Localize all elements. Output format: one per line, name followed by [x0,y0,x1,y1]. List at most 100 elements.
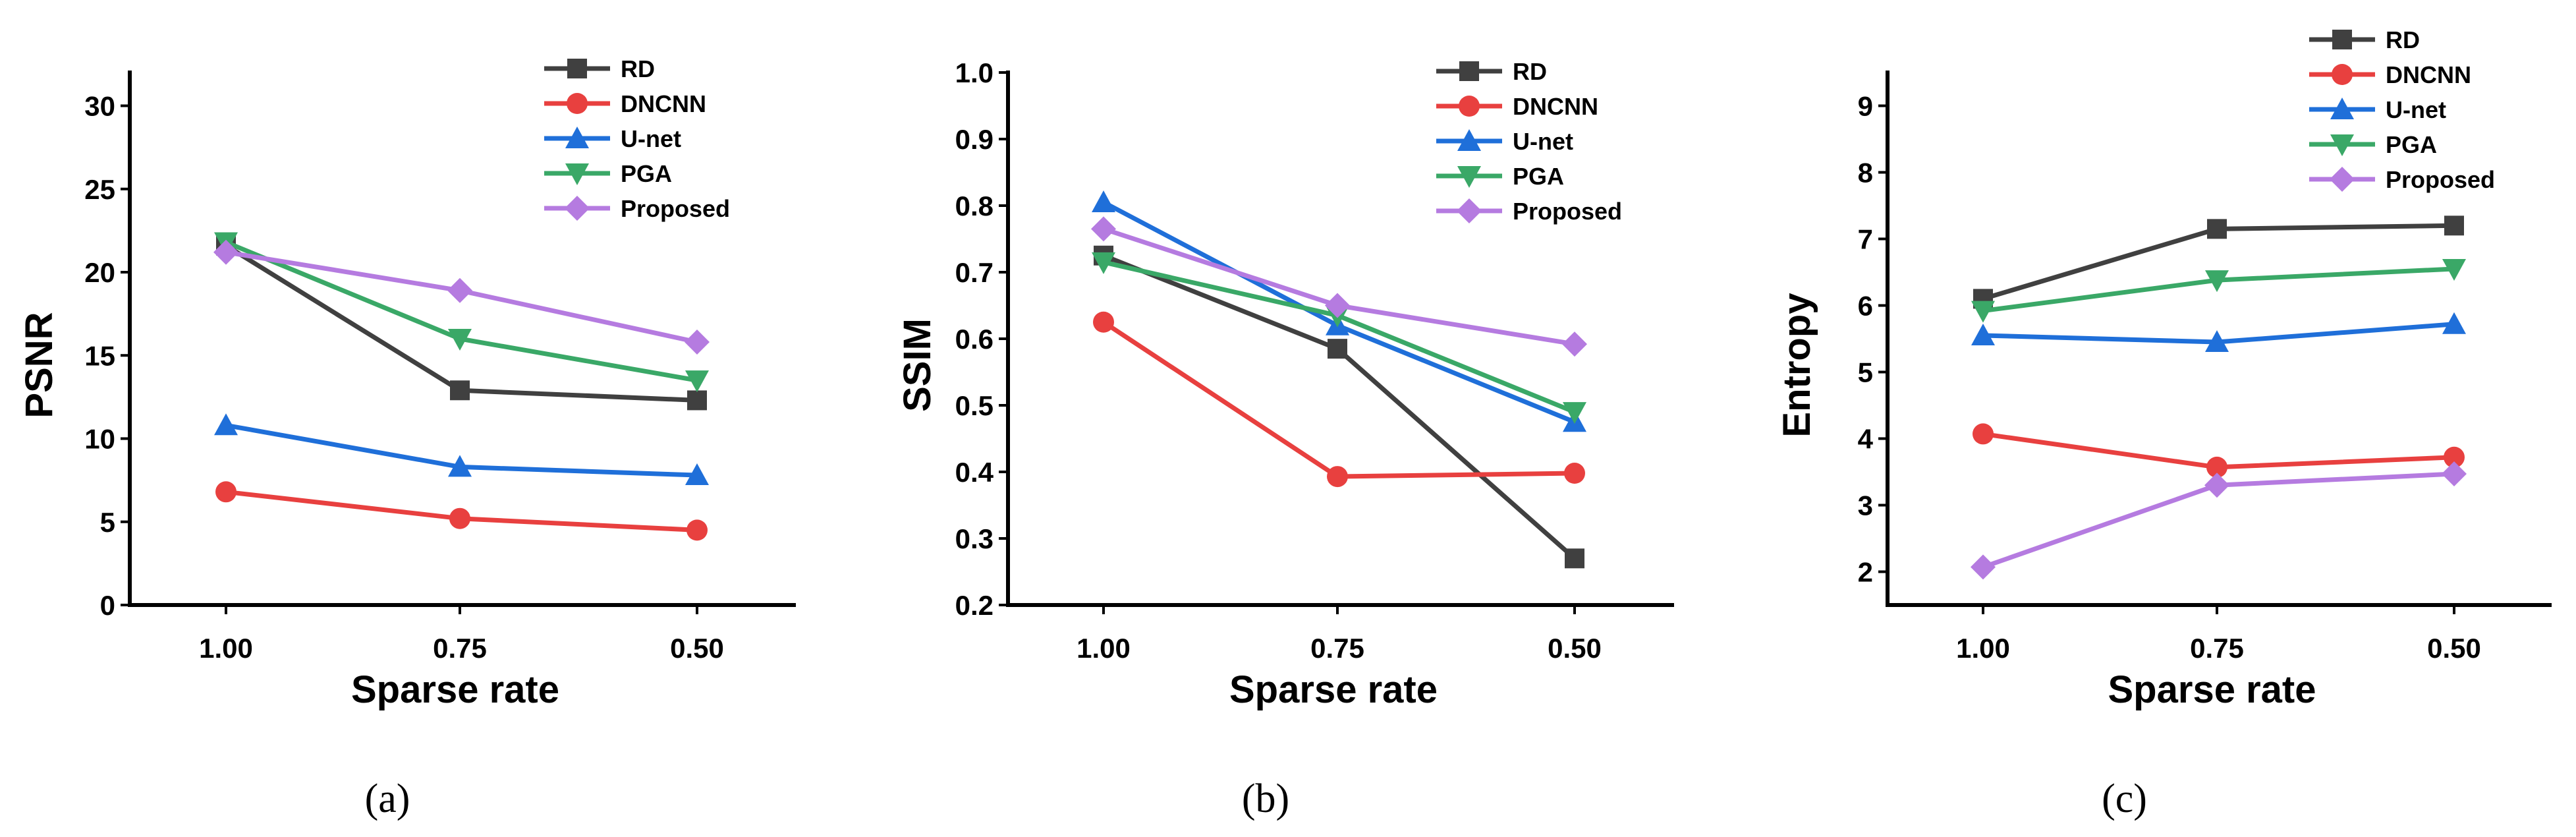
data-point-dncnn [1564,463,1585,484]
legend-label-proposed: Proposed [2386,166,2495,193]
y-tick-label: 0 [100,590,115,621]
y-axis-title: SSIM [896,318,939,412]
legend-label-rd: RD [2386,26,2420,53]
y-tick-label: 2 [1858,557,1873,588]
legend-label-pga: PGA [1513,163,1564,190]
legend-marker [2332,64,2353,85]
data-point-u-net [214,413,238,436]
data-point-u-net [1092,190,1115,212]
data-point-proposed [213,239,238,265]
panel-caption: (c) [2102,776,2147,821]
legend-marker [1457,129,1481,151]
legend-label-u-net: U-net [2386,96,2446,123]
legend-marker [1457,198,1482,223]
x-tick-label: 1.00 [199,633,253,664]
y-tick-label: 0.3 [955,523,994,554]
legend-label-dncnn: DNCNN [1513,93,1598,120]
data-point-rd [687,390,707,411]
x-tick-label: 0.75 [1310,633,1364,664]
y-tick-label: 10 [84,424,115,455]
legend-marker [2330,134,2354,156]
data-point-pga [1563,402,1586,424]
y-tick-label: 20 [84,257,115,288]
data-point-dncnn [449,507,470,529]
legend-label-proposed: Proposed [1513,198,1622,225]
y-axis-title: Entropy [1776,293,1818,437]
data-point-proposed [1971,554,1996,580]
data-point-proposed [685,330,710,355]
x-axis-title: Sparse rate [2108,668,2316,711]
legend-label-u-net: U-net [1513,128,1573,155]
y-tick-label: 25 [84,174,115,205]
x-tick-label: 0.75 [433,633,487,664]
legend-marker [1457,166,1481,188]
series-line-rd [225,243,698,403]
y-tick-label: 3 [1858,490,1873,521]
data-point-pga [1092,252,1115,274]
data-point-dncnn [215,481,237,503]
data-point-proposed [2204,473,2229,498]
x-tick-label: 1.00 [1077,633,1131,664]
data-point-proposed [2442,461,2467,487]
data-point-dncnn [2206,456,2227,478]
data-point-pga [2205,270,2229,293]
legend-label-proposed: Proposed [621,195,730,222]
y-tick-label: 30 [84,91,115,122]
legend-marker [1459,96,1480,117]
legend-marker [565,163,589,185]
legend-label-pga: PGA [2386,131,2437,158]
data-point-proposed [1091,216,1116,242]
data-point-proposed [1325,293,1350,318]
data-point-u-net [2205,330,2229,353]
x-tick-label: 0.75 [2190,633,2244,664]
data-point-pga [2442,258,2466,281]
y-tick-label: 0.8 [955,190,994,221]
panel-caption: (b) [1242,776,1289,821]
data-point-u-net [2442,312,2466,334]
y-tick-label: 5 [1858,357,1873,388]
x-axis-title: Sparse rate [351,668,559,711]
data-point-u-net [1971,323,1995,345]
y-tick-label: 0.6 [955,324,994,355]
legend-marker [2330,98,2354,119]
data-point-rd [2207,219,2227,239]
y-tick-label: 0.4 [955,457,994,488]
legend-marker [2330,167,2355,192]
data-point-rd [1565,548,1584,569]
data-point-dncnn [2444,446,2465,468]
chart-panel-1: 0 5 10 15 20 25 30 1.00 0.75 0.50 Sparse rate PSNR R… [18,55,796,821]
legend-label-pga: PGA [621,160,672,187]
data-point-pga [1971,301,1995,323]
x-tick-label: 0.50 [2427,633,2481,664]
y-tick-label: 0.7 [955,257,994,288]
y-tick-label: 9 [1858,91,1873,122]
y-tick-label: 1.0 [955,57,994,88]
data-point-rd [1328,339,1347,359]
chart-panel-2: 0.2 0.3 0.4 0.5 0.6 0.7 0.8 0.9 1.0 1.00 0.75 0.50 S… [896,57,1674,821]
legend-label-dncnn: DNCNN [621,90,706,117]
data-point-dncnn [1093,311,1114,333]
y-tick-label: 0.2 [955,590,994,621]
legend-label-rd: RD [621,55,655,82]
legend-marker [1459,61,1479,81]
y-tick-label: 7 [1858,224,1873,255]
x-axis-title: Sparse rate [1229,668,1438,711]
x-tick-label: 0.50 [670,633,724,664]
legend-label-rd: RD [1513,58,1547,85]
data-point-dncnn [686,519,708,541]
y-tick-label: 5 [100,507,115,538]
y-tick-label: 15 [84,340,115,371]
y-tick-label: 0.9 [955,124,994,155]
legend-marker [565,127,589,148]
data-point-pga [448,329,472,351]
y-axis-title: PSNR [18,312,61,418]
y-tick-label: 8 [1858,158,1873,188]
legend-label-dncnn: DNCNN [2386,61,2471,88]
data-point-pga [685,370,709,393]
legend-marker [567,93,588,114]
data-point-proposed [447,277,472,303]
chart-panel-3: 2 3 4 5 6 7 8 9 1.00 0.75 0.50 Sparse rate Entropy RD… [1776,26,2552,821]
data-point-dncnn [1973,423,1994,445]
x-tick-label: 1.00 [1956,633,2010,664]
